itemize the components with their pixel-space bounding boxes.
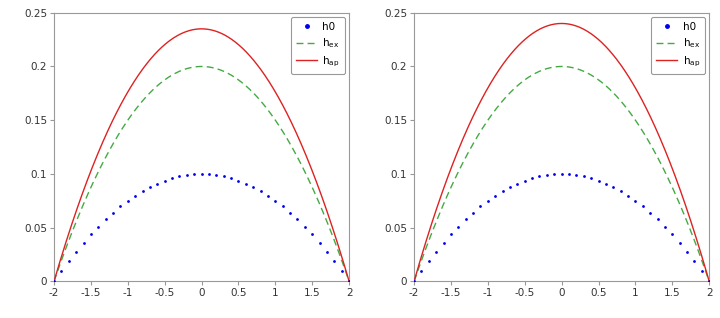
Legend: h0, h$_\mathregular{ex}$, h$_\mathregular{ap}$: h0, h$_\mathregular{ex}$, h$_\mathregula…: [652, 17, 705, 74]
Legend: h0, h$_\mathregular{ex}$, h$_\mathregular{ap}$: h0, h$_\mathregular{ex}$, h$_\mathregula…: [291, 17, 345, 74]
